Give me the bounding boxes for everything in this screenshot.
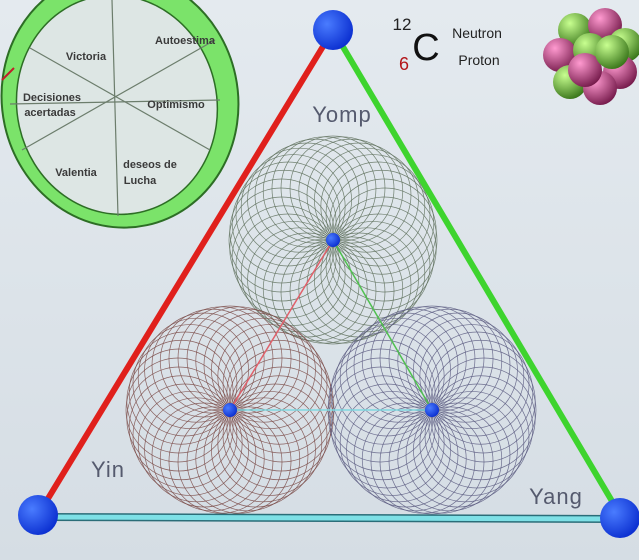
spiro-ring bbox=[329, 169, 435, 275]
center-dot bbox=[326, 233, 340, 247]
link bbox=[229, 239, 334, 411]
edge-base bbox=[37, 514, 623, 522]
spiro-ring bbox=[195, 308, 301, 414]
spoke bbox=[111, 0, 119, 217]
vertex-label: Yin bbox=[91, 457, 125, 482]
center-dot bbox=[425, 403, 439, 417]
spiro-ring bbox=[428, 339, 534, 445]
section-label: deseos de bbox=[123, 159, 177, 171]
spiro-ring bbox=[388, 306, 494, 412]
vertex bbox=[600, 498, 639, 538]
vertex-label: Yang bbox=[529, 484, 583, 509]
center-dot bbox=[223, 403, 237, 417]
spiro-ring bbox=[413, 317, 518, 423]
section-label: Decisiones bbox=[23, 92, 81, 104]
spiro-ring bbox=[331, 178, 437, 284]
nucleon bbox=[595, 35, 629, 69]
link bbox=[332, 239, 433, 411]
spiro-ring bbox=[306, 142, 412, 248]
spiro-ring bbox=[419, 324, 525, 429]
proton-label: Proton bbox=[458, 52, 499, 68]
spokes bbox=[9, 0, 221, 217]
spiro-ring bbox=[325, 161, 431, 267]
vertex bbox=[18, 495, 58, 535]
spiro-ring bbox=[222, 331, 328, 437]
spiro-ring bbox=[424, 331, 530, 437]
atomic-number: 6 bbox=[399, 54, 409, 74]
edge-yang bbox=[330, 28, 625, 520]
section-label: Valentia bbox=[55, 167, 97, 179]
vertex bbox=[313, 10, 353, 50]
spiro-ring bbox=[228, 348, 334, 454]
spoke bbox=[29, 47, 211, 151]
spiro-ring bbox=[289, 136, 395, 242]
spiro-ring bbox=[211, 317, 316, 423]
spoke bbox=[9, 99, 221, 105]
mass-number: 12 bbox=[393, 15, 412, 34]
spiro-ring bbox=[217, 324, 323, 429]
element-symbol: C bbox=[412, 27, 439, 69]
spiro-ring bbox=[186, 306, 292, 412]
ellipse-inner bbox=[15, 0, 219, 216]
spiro-ring bbox=[397, 308, 503, 414]
neutron-label: Neutron bbox=[452, 25, 502, 41]
edge-yin bbox=[35, 28, 336, 517]
nucleon bbox=[568, 53, 602, 87]
section-label: Autoestima bbox=[155, 35, 216, 47]
ellipse-group bbox=[0, 0, 240, 229]
vertex-label: Yomp bbox=[312, 102, 371, 127]
section-label: Optimismo bbox=[147, 99, 205, 111]
nucleus bbox=[543, 8, 639, 105]
spiro-ring bbox=[320, 154, 426, 259]
arrow bbox=[1, 67, 15, 81]
spiro-ring bbox=[203, 312, 309, 418]
spiro-ring bbox=[430, 348, 536, 454]
section-label: Victoria bbox=[66, 51, 107, 63]
spoke bbox=[21, 39, 216, 151]
spiro-ring bbox=[314, 147, 419, 253]
section-label: acertadas bbox=[24, 107, 75, 119]
section-label: Lucha bbox=[124, 175, 157, 187]
spiro-ring bbox=[298, 138, 404, 244]
nucleon bbox=[543, 38, 577, 72]
